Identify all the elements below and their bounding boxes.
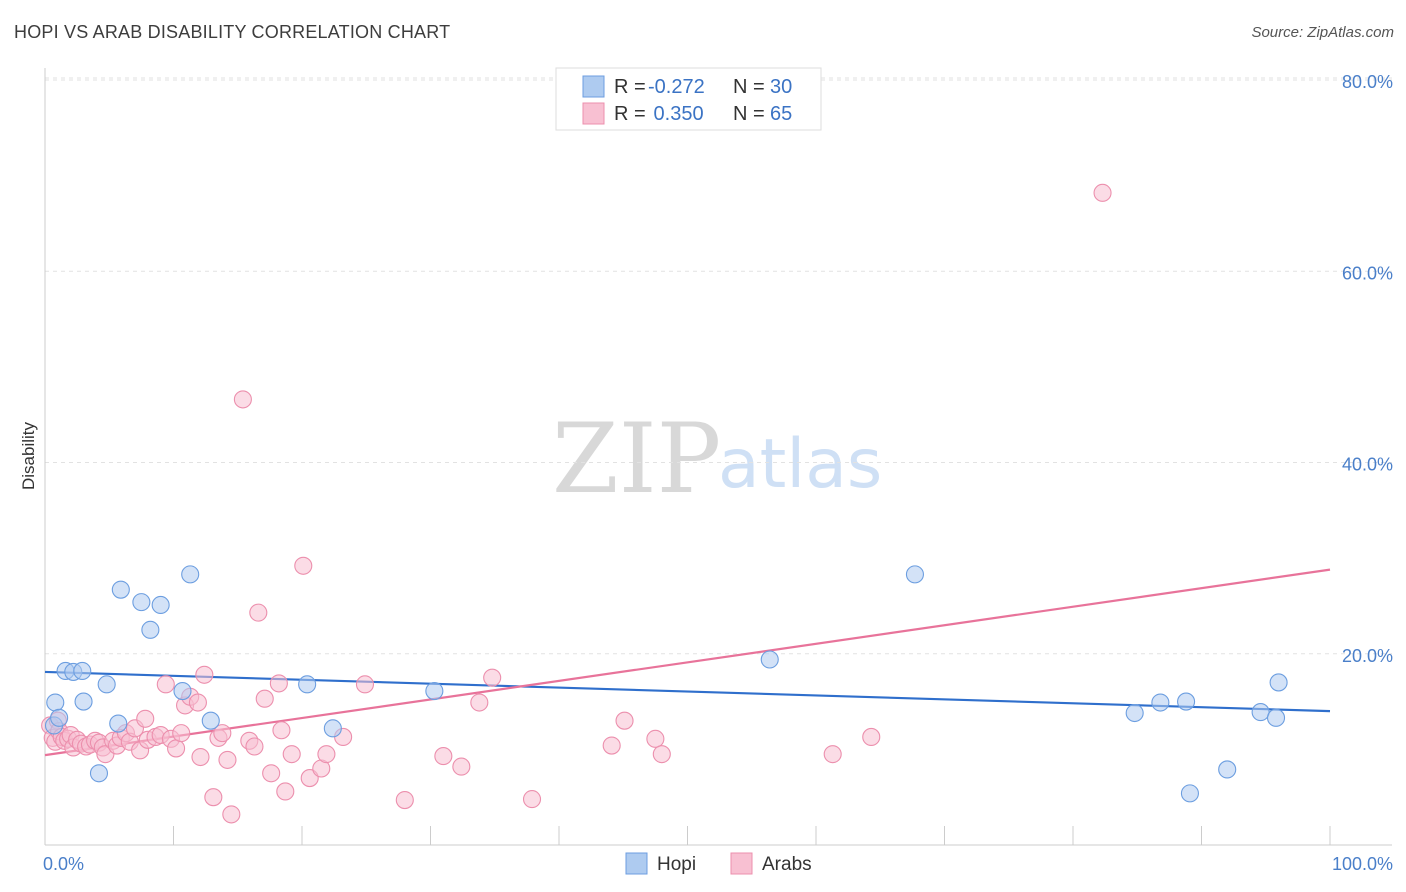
- y-tick-labels: 20.0% 40.0% 60.0% 80.0%: [1342, 72, 1393, 666]
- hopi-point-7: [89, 764, 109, 783]
- arabs-point-25: [136, 709, 155, 728]
- x-tick-label-100: 100.0%: [1332, 854, 1393, 874]
- arabs-point-40: [213, 724, 232, 743]
- arabs-point-49: [269, 674, 288, 693]
- source-label: Source: ZipAtlas.com: [1251, 24, 1394, 41]
- legend-arabs-r-value: 0.350: [648, 103, 704, 125]
- arabs-point-52: [282, 745, 301, 764]
- legend-arabs-n-value: 65: [770, 103, 792, 125]
- y-axis-label: Disability: [19, 421, 38, 490]
- hopi-point-1: [46, 693, 65, 712]
- arabs-point-38: [204, 788, 223, 807]
- legend-swatch-arabs: [582, 102, 605, 125]
- arabs-point-41: [218, 750, 237, 769]
- legend: R = -0.272 N = 30 R = 0.350 N = 65: [555, 67, 822, 131]
- hopi-point-10: [111, 580, 130, 599]
- bottom-legend-arabs: Arabs: [762, 854, 812, 875]
- hopi-point-21: [905, 565, 924, 584]
- arabs-point-63: [483, 668, 502, 687]
- arabs-point-32: [172, 724, 191, 743]
- hopi-point-9: [109, 714, 128, 733]
- legend-hopi-n-value: 30: [770, 76, 792, 98]
- bottom-legend: Hopi Arabs: [625, 852, 812, 875]
- watermark-atlas: atlas: [718, 425, 882, 504]
- arabs-point-51: [276, 782, 295, 801]
- hopi-point-2: [50, 708, 69, 727]
- axes: [44, 68, 1392, 846]
- hopi-point-18: [323, 719, 342, 738]
- y-tick-label-60: 60.0%: [1342, 263, 1393, 283]
- arabs-point-70: [862, 727, 881, 746]
- hopi-point-16: [201, 711, 220, 730]
- hopi-point-13: [151, 595, 170, 615]
- y-tick-label-80: 80.0%: [1342, 72, 1393, 92]
- hopi-trend-line: [44, 670, 1331, 713]
- arabs-point-47: [255, 689, 274, 708]
- hopi-point-26: [1218, 760, 1237, 779]
- watermark-zip: ZIP: [552, 403, 721, 515]
- hopi-point-27: [1251, 703, 1270, 722]
- arabs-point-64: [522, 790, 542, 809]
- y-tick-label-40: 40.0%: [1342, 455, 1393, 475]
- hopi-point-24: [1177, 692, 1196, 711]
- bottom-legend-hopi: Hopi: [657, 854, 696, 875]
- hopi-point-23: [1151, 693, 1170, 712]
- arabs-point-35: [188, 693, 207, 712]
- arabs-point-43: [233, 390, 252, 409]
- hopi-point-11: [132, 593, 151, 612]
- arabs-point-71: [1093, 183, 1112, 202]
- arabs-trend-line: [44, 568, 1331, 757]
- hopi-point-14: [173, 681, 192, 701]
- arabs-point-45: [245, 737, 264, 756]
- arabs-point-58: [355, 675, 375, 694]
- arabs-point-56: [317, 745, 336, 764]
- arabs-point-60: [434, 747, 453, 766]
- hopi-point-28: [1266, 708, 1286, 727]
- arabs-point-69: [823, 745, 842, 764]
- legend-arabs-n-label: N =: [733, 103, 765, 125]
- arabs-point-37: [195, 665, 214, 684]
- hopi-point-12: [141, 620, 160, 639]
- arabs-point-31: [167, 739, 186, 758]
- arabs-point-68: [652, 745, 671, 764]
- arabs-point-65: [602, 736, 621, 755]
- bottom-legend-swatch-hopi: [625, 852, 648, 875]
- arabs-point-66: [615, 711, 634, 730]
- hopi-point-22: [1125, 703, 1144, 723]
- legend-hopi-n-label: N =: [733, 76, 765, 98]
- hopi-point-20: [760, 650, 779, 669]
- arabs-point-59: [395, 791, 414, 810]
- arabs-point-53: [294, 556, 313, 575]
- hopi-point-8: [97, 675, 116, 694]
- hopi-point-6: [74, 692, 93, 711]
- x-tick-label-0: 0.0%: [43, 854, 84, 874]
- y-tick-label-20: 20.0%: [1342, 646, 1393, 666]
- hopi-point-17: [298, 675, 317, 694]
- arabs-point-48: [262, 764, 281, 783]
- arabs-point-29: [156, 675, 175, 694]
- arabs-point-62: [470, 693, 489, 712]
- legend-swatch-hopi: [582, 75, 605, 98]
- arabs-point-42: [222, 805, 241, 824]
- arabs-point-50: [272, 721, 291, 740]
- legend-arabs-r-label: R =: [614, 103, 646, 125]
- arabs-point-67: [646, 729, 665, 748]
- chart-title: HOPI VS ARAB DISABILITY CORRELATION CHAR…: [14, 22, 451, 42]
- trend-lines: [44, 568, 1331, 757]
- data-points: [41, 183, 1288, 824]
- legend-hopi-r-label: R =: [614, 76, 646, 98]
- hopi-point-19: [425, 681, 444, 701]
- arabs-point-61: [452, 757, 471, 776]
- bottom-legend-swatch-arabs: [730, 852, 753, 875]
- x-tick-labels: 0.0% 100.0%: [43, 854, 1393, 874]
- legend-hopi-r-value: -0.272: [648, 76, 705, 98]
- hopi-point-15: [181, 565, 200, 584]
- hopi-point-5: [73, 661, 92, 681]
- arabs-point-46: [249, 603, 268, 622]
- hopi-point-25: [1180, 784, 1199, 803]
- hopi-point-29: [1269, 673, 1288, 692]
- gridlines: [45, 77, 1392, 655]
- arabs-point-36: [191, 747, 210, 767]
